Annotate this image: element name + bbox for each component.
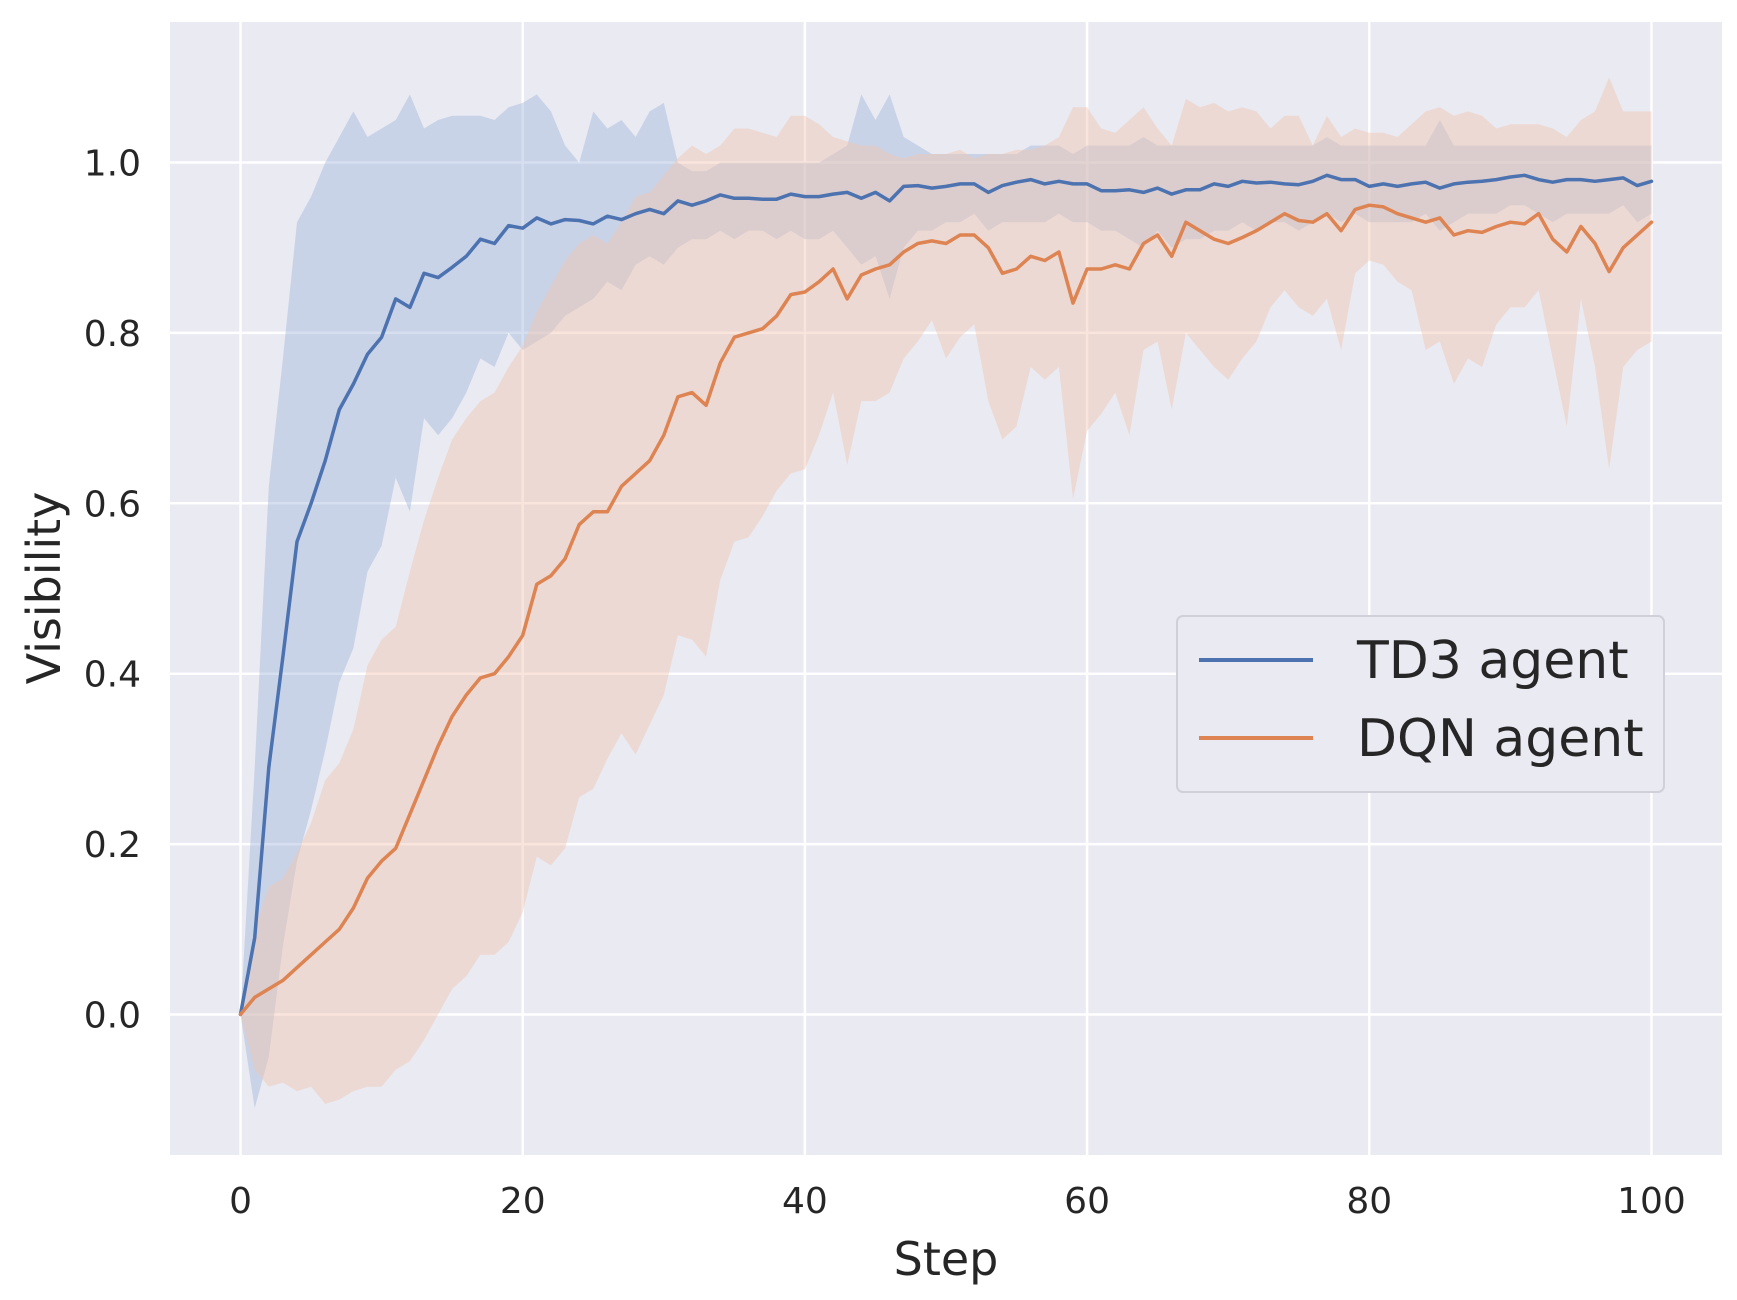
y-tick-label: 0.6 [84, 484, 141, 525]
series-lines [238, 173, 1654, 1017]
y-tick-label: 1.0 [84, 144, 141, 185]
x-axis-label: Step [894, 1232, 999, 1286]
y-tick-label: 0.4 [84, 655, 141, 696]
confidence-bands [240, 77, 1652, 1109]
y-tick-label: 0.8 [84, 314, 141, 355]
plot-background [170, 22, 1722, 1155]
x-tick-label: 0 [229, 1181, 252, 1222]
legend-label-dqn: DQN agent [1357, 709, 1644, 769]
y-tick-label: 0.0 [84, 995, 141, 1036]
grid-lines [170, 22, 1722, 1155]
legend: TD3 agent DQN agent [1176, 615, 1665, 793]
x-tick-label: 100 [1617, 1181, 1686, 1222]
x-tick-label: 20 [500, 1181, 546, 1222]
x-tick-label: 40 [782, 1181, 828, 1222]
dqn-agent-confidence-band [240, 77, 1652, 1104]
y-axis-label: Visibility [17, 492, 71, 685]
td3-agent-line [238, 173, 1654, 1017]
x-tick-label: 60 [1064, 1181, 1110, 1222]
legend-label-td3: TD3 agent [1356, 631, 1629, 691]
td3-agent-confidence-band [240, 94, 1652, 1109]
x-tick-label: 80 [1346, 1181, 1392, 1222]
dqn-agent-line [238, 203, 1654, 1017]
tick-labels: 0 20 40 60 80 100 0.0 0.2 0.4 0.6 0.8 1.0 [84, 144, 1686, 1222]
y-tick-label: 0.2 [84, 825, 141, 866]
